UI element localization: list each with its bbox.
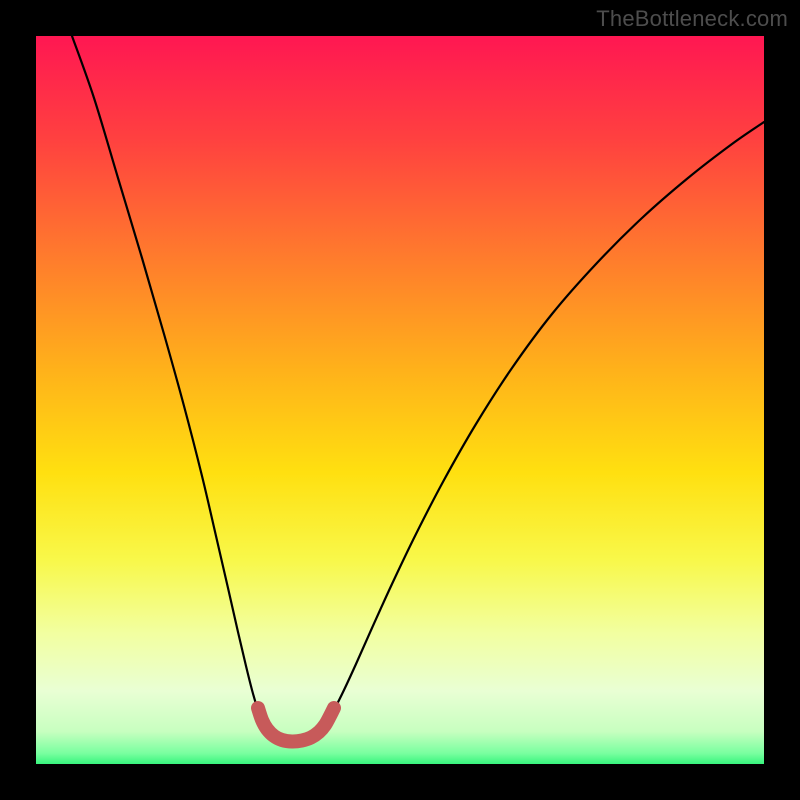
chart-svg bbox=[36, 36, 764, 764]
gradient-background bbox=[36, 36, 764, 764]
watermark-text: TheBottleneck.com bbox=[596, 6, 788, 32]
chart-frame: TheBottleneck.com bbox=[0, 0, 800, 800]
plot-area bbox=[36, 36, 764, 764]
